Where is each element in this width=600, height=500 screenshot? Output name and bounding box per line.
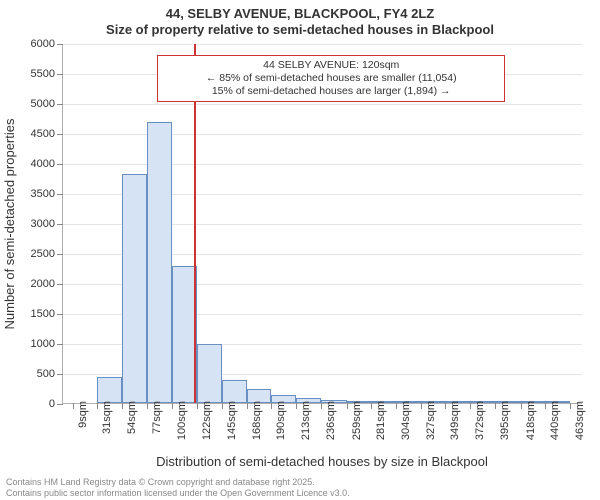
x-tick-label: 259sqm (351, 401, 363, 440)
y-tick-label: 3000 (15, 218, 55, 230)
x-tick-label: 349sqm (449, 401, 461, 440)
x-tick-label: 122sqm (201, 401, 213, 440)
y-tick-label: 0 (15, 398, 55, 410)
y-tick-label: 1000 (15, 338, 55, 350)
x-tick (545, 403, 546, 409)
x-tick (222, 403, 223, 409)
y-tick (57, 74, 63, 75)
histogram-bar (172, 266, 196, 403)
y-tick-label: 5000 (15, 98, 55, 110)
y-tick-label: 6000 (15, 38, 55, 50)
y-tick (57, 254, 63, 255)
x-tick (271, 403, 272, 409)
x-tick (73, 403, 74, 409)
annotation-box: 44 SELBY AVENUE: 120sqm← 85% of semi-det… (157, 55, 505, 102)
x-tick-label: 145sqm (226, 401, 238, 440)
histogram-bar (222, 380, 247, 403)
x-tick-label: 440sqm (549, 401, 561, 440)
y-tick (57, 104, 63, 105)
y-tick-label: 2000 (15, 278, 55, 290)
x-tick (421, 403, 422, 409)
x-tick (396, 403, 397, 409)
x-tick (321, 403, 322, 409)
footer-credits: Contains HM Land Registry data © Crown c… (6, 477, 350, 498)
gridline (63, 44, 582, 45)
x-tick-label: 190sqm (275, 401, 287, 440)
histogram-bar (122, 174, 147, 403)
x-tick (470, 403, 471, 409)
x-tick (97, 403, 98, 409)
x-tick (172, 403, 173, 409)
x-tick-label: 168sqm (251, 401, 263, 440)
x-tick-label: 463sqm (574, 401, 586, 440)
x-tick (197, 403, 198, 409)
plot-area: 0500100015002000250030003500400045005000… (62, 44, 582, 404)
y-tick (57, 344, 63, 345)
x-tick (371, 403, 372, 409)
chart-container: 44, SELBY AVENUE, BLACKPOOL, FY4 2LZ Siz… (0, 0, 600, 500)
y-tick (57, 374, 63, 375)
x-tick (247, 403, 248, 409)
y-tick (57, 284, 63, 285)
x-axis-label: Distribution of semi-detached houses by … (62, 454, 582, 469)
y-tick-label: 3500 (15, 188, 55, 200)
y-tick-label: 4000 (15, 158, 55, 170)
y-tick-label: 5500 (15, 68, 55, 80)
y-tick-label: 4500 (15, 128, 55, 140)
footer-line-2: Contains public sector information licen… (6, 488, 350, 498)
chart-title: 44, SELBY AVENUE, BLACKPOOL, FY4 2LZ (0, 6, 600, 21)
x-tick (122, 403, 123, 409)
gridline (63, 164, 582, 165)
x-tick-label: 31sqm (101, 401, 113, 434)
y-tick (57, 134, 63, 135)
x-tick-label: 395sqm (499, 401, 511, 440)
y-tick (57, 314, 63, 315)
chart-subtitle: Size of property relative to semi-detach… (0, 22, 600, 37)
gridline (63, 104, 582, 105)
y-tick (57, 224, 63, 225)
x-tick-label: 77sqm (151, 401, 163, 434)
x-tick-label: 236sqm (325, 401, 337, 440)
x-tick-label: 9sqm (77, 401, 89, 428)
x-tick (347, 403, 348, 409)
annotation-line: 15% of semi-detached houses are larger (… (164, 85, 498, 98)
x-tick (495, 403, 496, 409)
x-tick-label: 54sqm (126, 401, 138, 434)
x-tick-label: 100sqm (176, 401, 188, 440)
x-tick (445, 403, 446, 409)
histogram-bar (197, 344, 222, 403)
x-tick (296, 403, 297, 409)
x-tick-label: 372sqm (474, 401, 486, 440)
annotation-line: 44 SELBY AVENUE: 120sqm (164, 59, 498, 72)
y-tick-label: 1500 (15, 308, 55, 320)
x-tick-label: 213sqm (300, 401, 312, 440)
x-tick-label: 281sqm (375, 401, 387, 440)
x-tick-label: 304sqm (400, 401, 412, 440)
footer-line-1: Contains HM Land Registry data © Crown c… (6, 477, 350, 487)
x-tick (570, 403, 571, 409)
x-tick-label: 327sqm (425, 401, 437, 440)
x-tick (521, 403, 522, 409)
annotation-line: ← 85% of semi-detached houses are smalle… (164, 72, 498, 85)
y-tick (57, 164, 63, 165)
y-tick (57, 404, 63, 405)
y-tick-label: 500 (15, 368, 55, 380)
y-tick (57, 194, 63, 195)
x-tick (147, 403, 148, 409)
x-tick-label: 418sqm (525, 401, 537, 440)
histogram-bar (147, 122, 172, 403)
y-tick-label: 2500 (15, 248, 55, 260)
histogram-bar (97, 377, 122, 403)
gridline (63, 134, 582, 135)
y-tick (57, 44, 63, 45)
